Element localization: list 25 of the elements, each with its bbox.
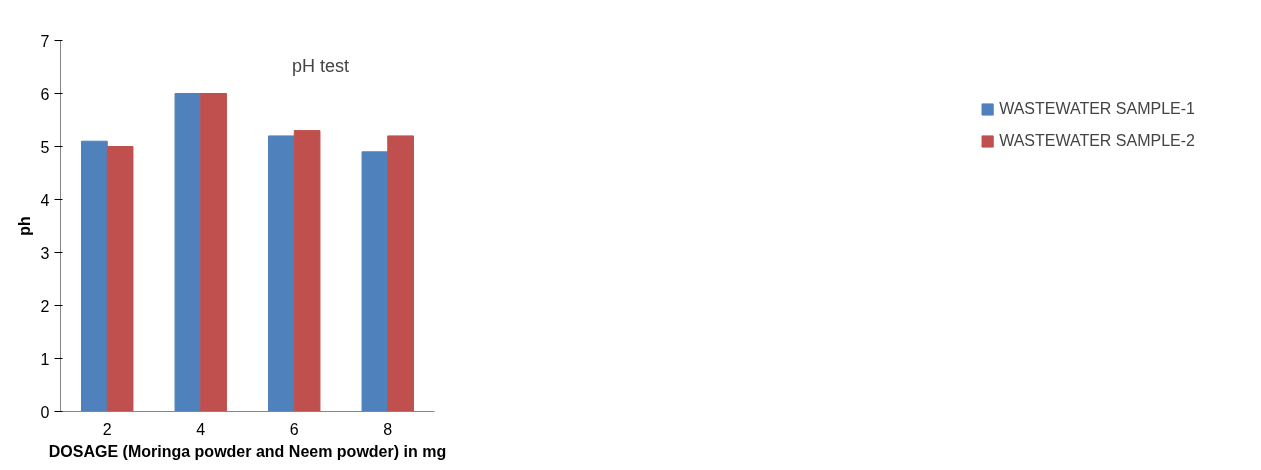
y-tick-label: 4 — [40, 191, 50, 209]
bar — [200, 93, 227, 412]
bar — [81, 140, 108, 412]
x-tick-label: 8 — [383, 420, 393, 438]
x-tick-label: 6 — [289, 420, 299, 438]
y-tick-label: 7 — [40, 32, 50, 50]
bar — [361, 151, 389, 412]
y-tick-label: 2 — [40, 297, 50, 315]
bar — [106, 146, 134, 412]
legend-label: WASTEWATER SAMPLE-2 — [999, 132, 1195, 150]
text: pH test — [291, 56, 349, 77]
x-tick-label: 4 — [196, 420, 206, 438]
y-tick-label: 1 — [40, 350, 50, 368]
y-tick-label: 3 — [40, 244, 50, 262]
y-tick-label: 5 — [40, 138, 50, 156]
bar — [268, 135, 295, 412]
y-tick-label: 6 — [40, 85, 50, 103]
y-axis-title: ph — [15, 216, 33, 236]
bar — [293, 130, 321, 412]
y-tick-label: 0 — [40, 403, 50, 421]
x-axis-title: DOSAGE (Moringa powder and Neem powder) in mg — [48, 442, 447, 460]
legend-label: WASTEWATER SAMPLE-1 — [999, 100, 1195, 118]
bar — [387, 135, 414, 412]
x-tick-label: 2 — [102, 420, 112, 438]
bar — [174, 93, 202, 412]
